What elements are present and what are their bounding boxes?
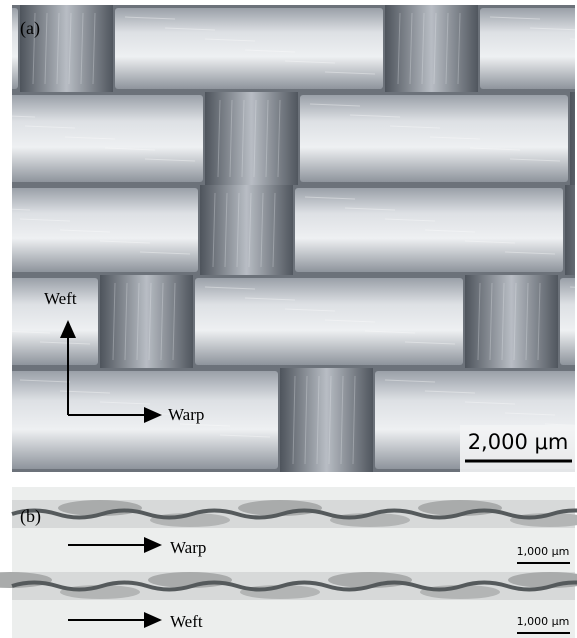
yarn — [195, 278, 463, 365]
yarn — [560, 278, 577, 365]
yarn — [0, 188, 198, 272]
panel-label: (b) — [20, 506, 41, 527]
scale-bar-label: 1,000 μm — [517, 615, 570, 628]
yarn — [0, 368, 8, 472]
yarn — [565, 185, 577, 275]
scale-bar-label: 2,000 μm — [468, 430, 569, 454]
weave-texture — [0, 5, 577, 472]
figure: (a) Weft Warp 2,000 μm (b) Warp 1,000 μm… — [0, 0, 577, 638]
direction-label: Warp — [170, 538, 206, 557]
direction-label: Weft — [170, 612, 203, 631]
yarn — [570, 92, 577, 185]
yarn — [115, 8, 383, 89]
direction-label: Warp — [168, 405, 204, 424]
direction-label: Weft — [44, 289, 77, 308]
panel-label: (a) — [20, 18, 40, 39]
scale-bar-label: 1,000 μm — [517, 545, 570, 558]
yarn — [300, 95, 568, 182]
yarn — [10, 371, 278, 469]
fiber — [0, 320, 10, 322]
fiber — [0, 72, 10, 74]
yarn — [480, 8, 577, 89]
yarn — [0, 8, 18, 89]
